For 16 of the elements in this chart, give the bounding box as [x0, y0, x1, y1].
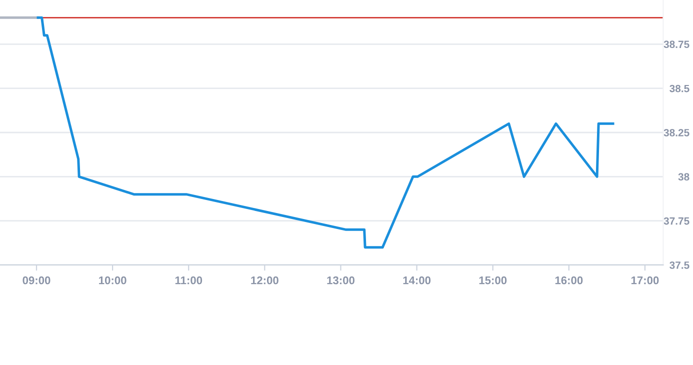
y-tick-label: 38.75	[664, 40, 690, 48]
x-tick-label: 10:00	[99, 276, 126, 284]
line-series	[36, 16, 614, 249]
y-tick-label: 37.75	[664, 217, 690, 225]
x-tick-label: 15:00	[479, 276, 507, 284]
x-tick-label: 14:00	[403, 276, 431, 284]
y-tick-label: 38	[678, 173, 690, 181]
x-tick-label: 09:00	[22, 276, 50, 284]
y-tick-label: 38.5	[670, 84, 690, 92]
x-tick-label: 12:00	[251, 276, 278, 284]
y-tick-label: 38.25	[664, 128, 690, 136]
x-tick-label: 17:00	[631, 276, 659, 284]
x-tick-label: 11:00	[175, 276, 202, 284]
x-tick-label: 13:00	[327, 276, 354, 284]
x-tick-label: 16:00	[555, 276, 583, 284]
y-tick-label: 37.5	[670, 261, 690, 269]
